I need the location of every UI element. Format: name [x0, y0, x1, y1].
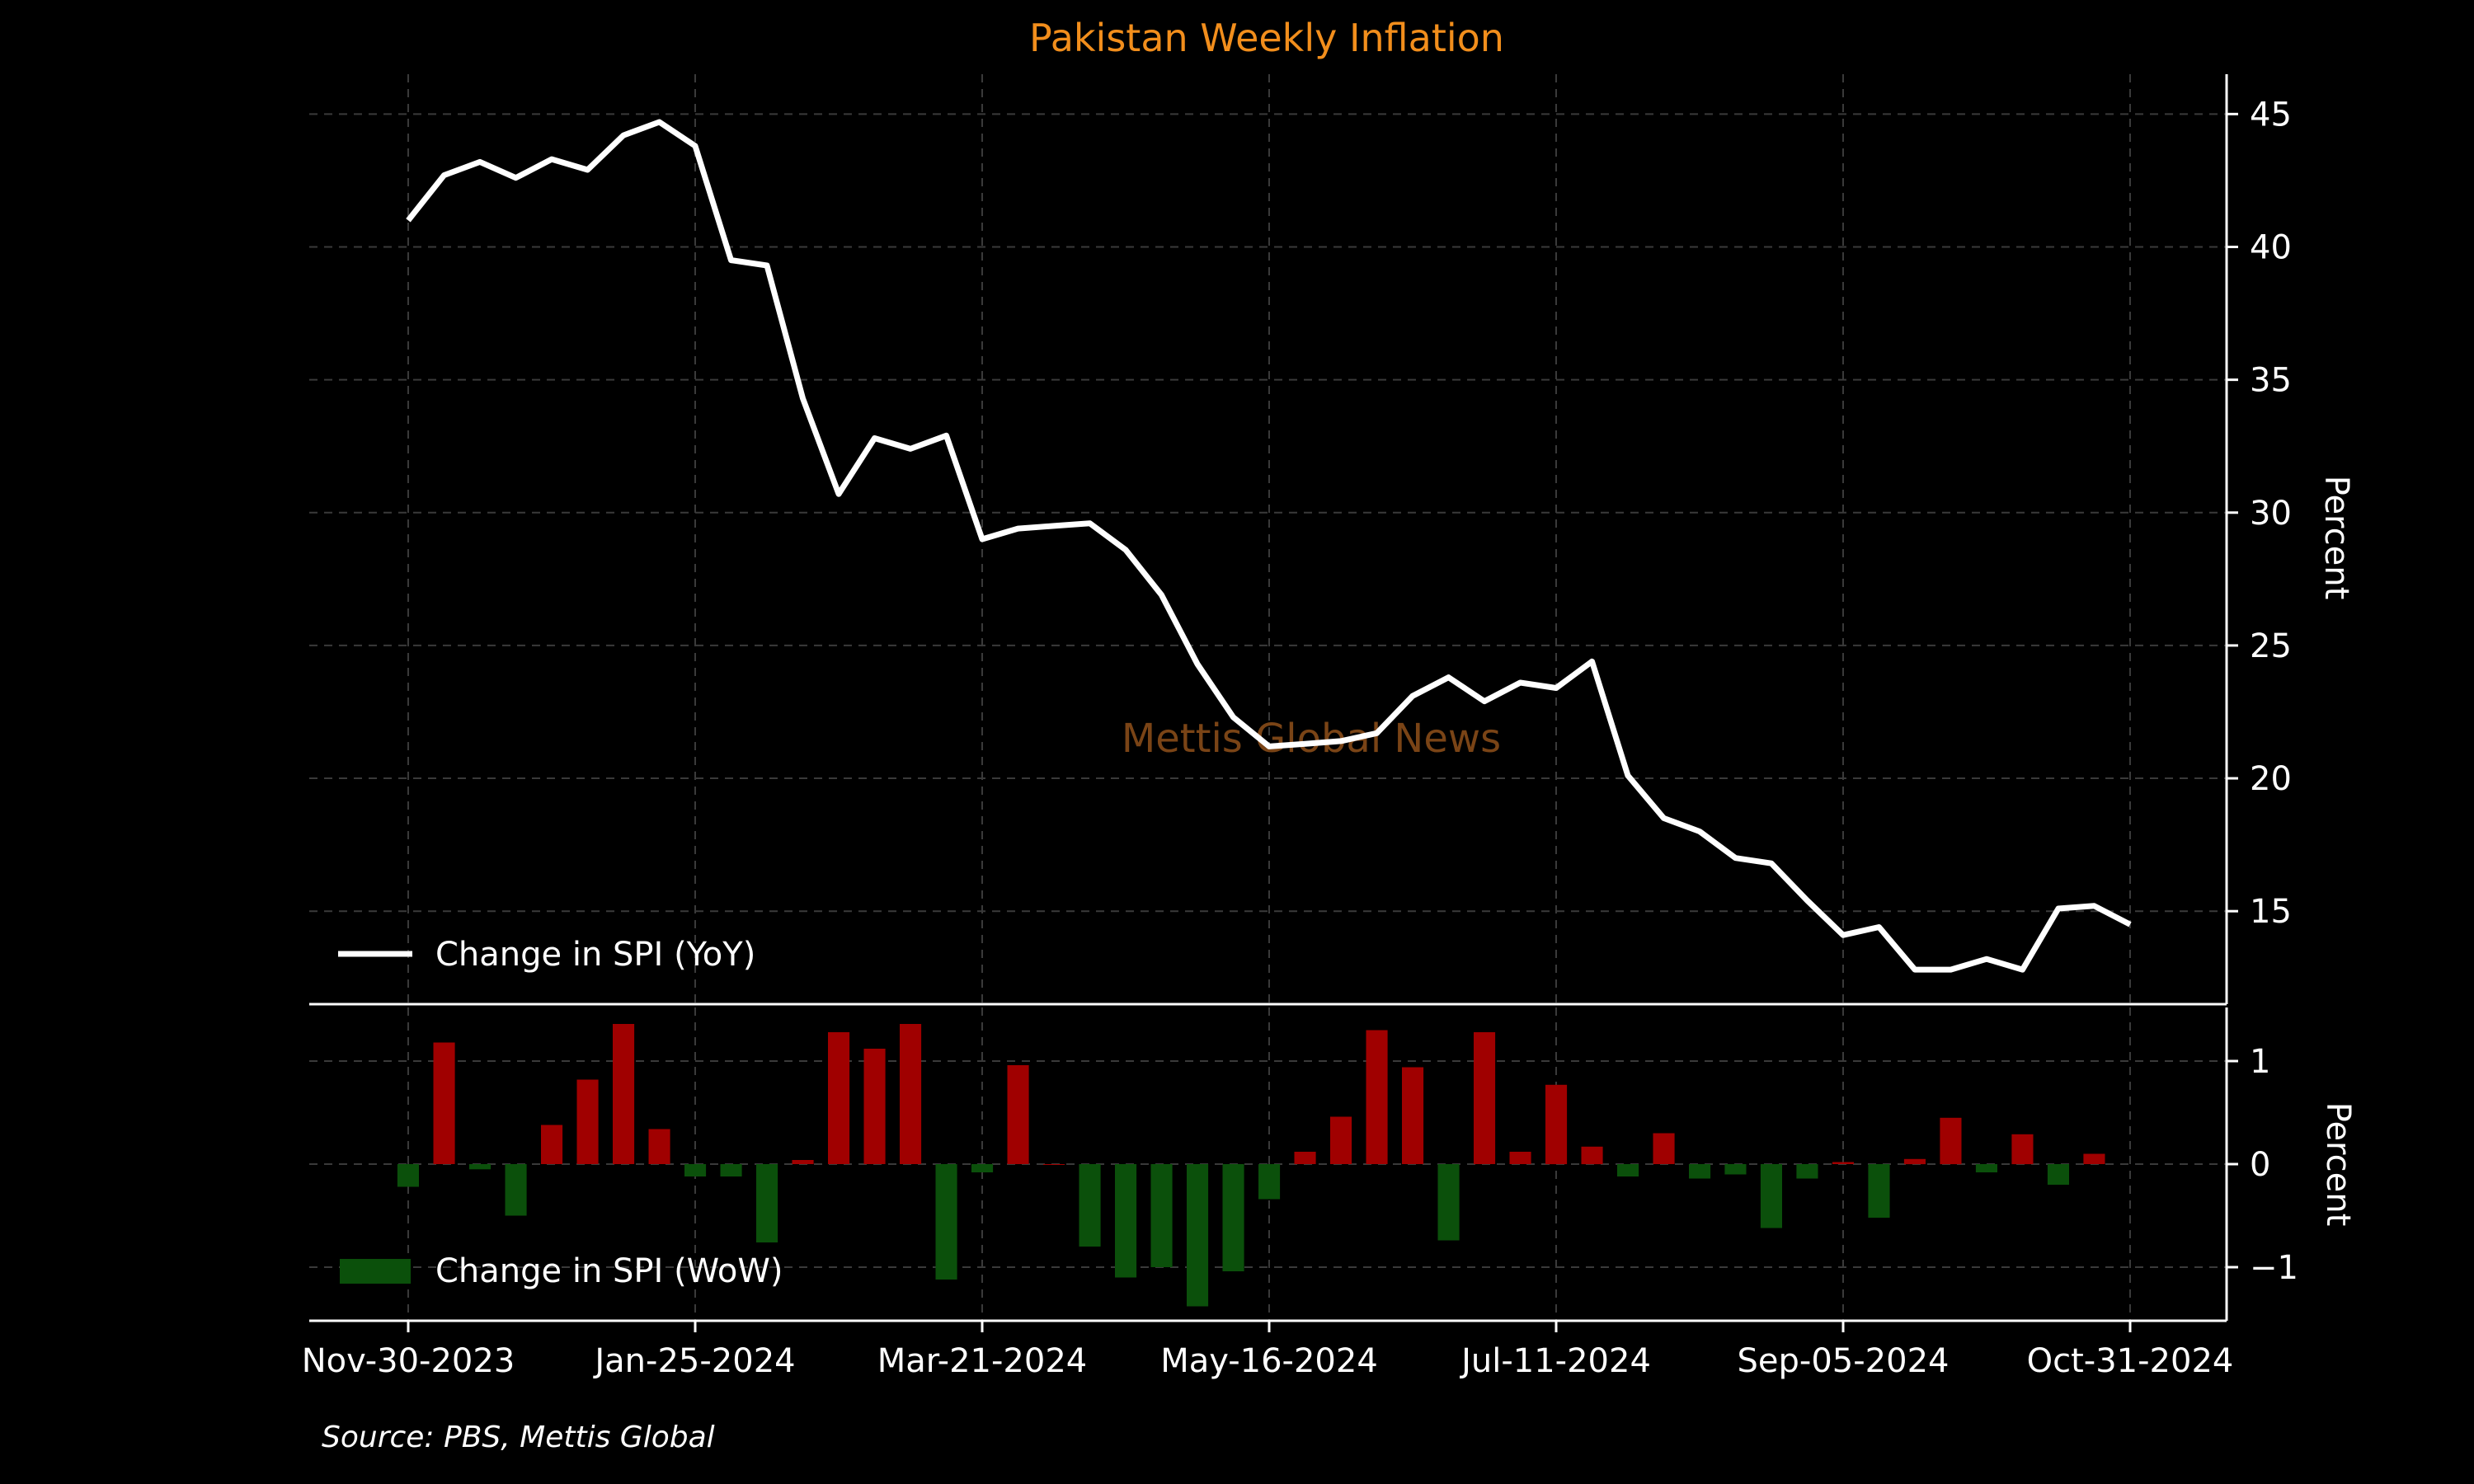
wow-bar: [1258, 1164, 1281, 1200]
wow-bar: [720, 1164, 742, 1176]
wow-bar: [613, 1024, 635, 1164]
wow-bar: [1653, 1133, 1675, 1164]
legend-wow-label: Change in SPI (WoW): [435, 1252, 783, 1290]
wow-bar: [1366, 1030, 1388, 1164]
wow-bar: [505, 1164, 527, 1216]
wow-bar: [2083, 1153, 2105, 1164]
top-y-tick-label: 40: [2250, 228, 2292, 266]
wow-bar: [1940, 1117, 1962, 1165]
wow-bar: [1975, 1164, 1997, 1172]
wow-bar: [1474, 1032, 1496, 1164]
top-y-tick-label: 15: [2250, 893, 2292, 931]
top-y-tick-label: 35: [2250, 362, 2292, 400]
wow-bar: [1509, 1152, 1531, 1164]
wow-bar: [900, 1024, 922, 1164]
x-tick-label: Sep-05-2024: [1738, 1342, 1950, 1380]
wow-bar: [684, 1164, 707, 1176]
x-tick-label: Oct-31-2024: [2027, 1342, 2234, 1380]
wow-bar: [1330, 1116, 1352, 1164]
top-y-ticks: 15 20 25 30 35 40 45: [2227, 96, 2292, 931]
yoy-series-line: [406, 119, 2132, 973]
wow-bars: [397, 1024, 2105, 1307]
wow-bar: [863, 1049, 886, 1164]
wow-bar: [1402, 1067, 1424, 1164]
x-tick-label: Jan-25-2024: [592, 1342, 795, 1380]
top-y-tick-label: 30: [2250, 495, 2292, 533]
bottom-y-tick-label: 0: [2250, 1146, 2270, 1184]
x-tick-label: Nov-30-2023: [302, 1342, 515, 1380]
wow-bar: [792, 1160, 814, 1164]
wow-bar: [1187, 1164, 1209, 1307]
wow-bar: [1581, 1146, 1603, 1165]
wow-bar: [1760, 1164, 1782, 1228]
wow-bar: [1724, 1164, 1747, 1175]
wow-bar: [433, 1042, 455, 1164]
wow-bar: [935, 1164, 957, 1280]
bottom-y-tick-label: −1: [2250, 1249, 2298, 1287]
wow-bar: [1437, 1164, 1460, 1241]
wow-bar: [828, 1032, 850, 1164]
wow-bar: [1079, 1164, 1101, 1247]
x-tick-label: Jul-11-2024: [1459, 1342, 1651, 1380]
wow-bar: [1796, 1164, 1818, 1179]
wow-bar: [1868, 1164, 1890, 1218]
wow-bar: [1617, 1164, 1639, 1176]
x-tick-label: Mar-21-2024: [877, 1342, 1087, 1380]
wow-bar: [1903, 1158, 1926, 1165]
wow-bar: [1043, 1164, 1065, 1165]
top-y-tick-label: 25: [2250, 627, 2292, 665]
wow-bar: [1689, 1164, 1711, 1179]
wow-bar: [2011, 1134, 2034, 1165]
top-y-tick-label: 20: [2250, 760, 2292, 798]
watermark: Mettis Global News: [1122, 716, 1501, 762]
legend-wow-swatch: [340, 1259, 411, 1284]
x-ticks: Nov-30-2023 Jan-25-2024 Mar-21-2024 May-16-…: [302, 1321, 2234, 1380]
wow-bar: [541, 1125, 563, 1164]
chart-title: Pakistan Weekly Inflation: [1029, 16, 1504, 60]
bottom-y-tick-label: 1: [2250, 1043, 2270, 1081]
top-y-axis-label: Percent: [2317, 476, 2355, 600]
wow-bar: [2047, 1164, 2069, 1185]
legend-yoy-label: Change in SPI (YoY): [435, 936, 755, 974]
wow-bar: [648, 1129, 670, 1164]
wow-bar: [1115, 1164, 1137, 1278]
wow-bar: [1007, 1065, 1029, 1164]
bottom-y-ticks: −1 0 1: [2227, 1043, 2298, 1287]
top-y-tick-label: 45: [2250, 96, 2292, 134]
wow-bar: [576, 1079, 599, 1164]
wow-bar: [1294, 1152, 1316, 1164]
wow-bar: [1545, 1084, 1568, 1165]
wow-bar: [1222, 1164, 1244, 1271]
source-note: Source: PBS, Mettis Global: [322, 1421, 715, 1454]
wow-bar: [971, 1164, 994, 1172]
bottom-y-axis-label: Percent: [2319, 1102, 2357, 1227]
wow-bar: [1832, 1162, 1854, 1164]
x-tick-label: May-16-2024: [1160, 1342, 1378, 1380]
wow-bar: [1150, 1164, 1173, 1267]
wow-bar: [756, 1164, 778, 1242]
wow-bar: [397, 1164, 419, 1187]
wow-bar: [469, 1164, 492, 1170]
